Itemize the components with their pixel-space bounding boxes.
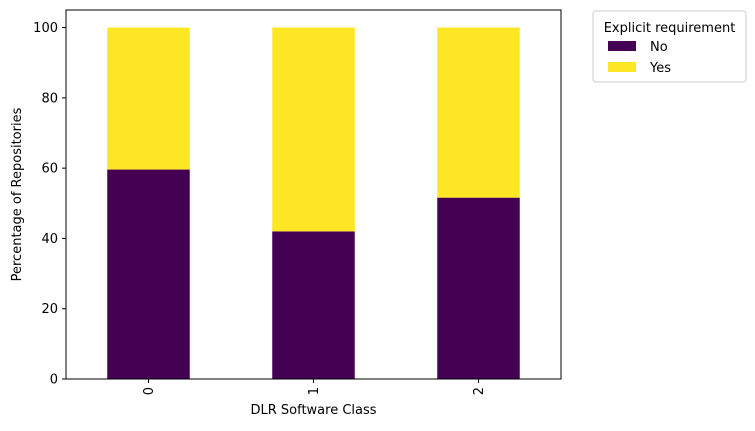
legend-label-no: No [650, 40, 668, 55]
y-tick-label: 0 [50, 373, 58, 388]
x-tick-label: 2 [472, 387, 487, 395]
legend-label-yes: Yes [649, 61, 671, 76]
y-tick-label: 100 [33, 21, 58, 36]
y-tick-label: 40 [41, 232, 58, 247]
legend: Explicit requirement No Yes [592, 10, 747, 83]
legend-title: Explicit requirement [604, 21, 736, 36]
bar-yes-0 [107, 27, 190, 170]
y-tick-label: 80 [41, 91, 58, 106]
y-tick-label: 60 [41, 162, 58, 177]
bar-no-1 [272, 231, 355, 379]
y-axis-label: Percentage of Repositories [10, 107, 25, 281]
x-axis-label: DLR Software Class [250, 403, 376, 418]
bar-no-2 [437, 197, 520, 379]
x-tick-label: 0 [142, 387, 157, 395]
legend-entries: No Yes [608, 40, 671, 76]
bar-yes-2 [437, 27, 520, 198]
bars-layer [107, 27, 520, 379]
plot-frame [65, 9, 562, 380]
y-tick-label: 20 [41, 302, 58, 317]
legend-swatch-yes [608, 62, 636, 72]
x-axis-ticks: 0 1 2 [142, 379, 487, 395]
x-tick-label: 1 [307, 387, 322, 395]
y-axis-ticks: 0 20 40 60 80 100 [33, 21, 66, 388]
bar-yes-1 [272, 27, 355, 232]
legend-swatch-no [608, 41, 636, 51]
bar-no-0 [107, 169, 190, 379]
